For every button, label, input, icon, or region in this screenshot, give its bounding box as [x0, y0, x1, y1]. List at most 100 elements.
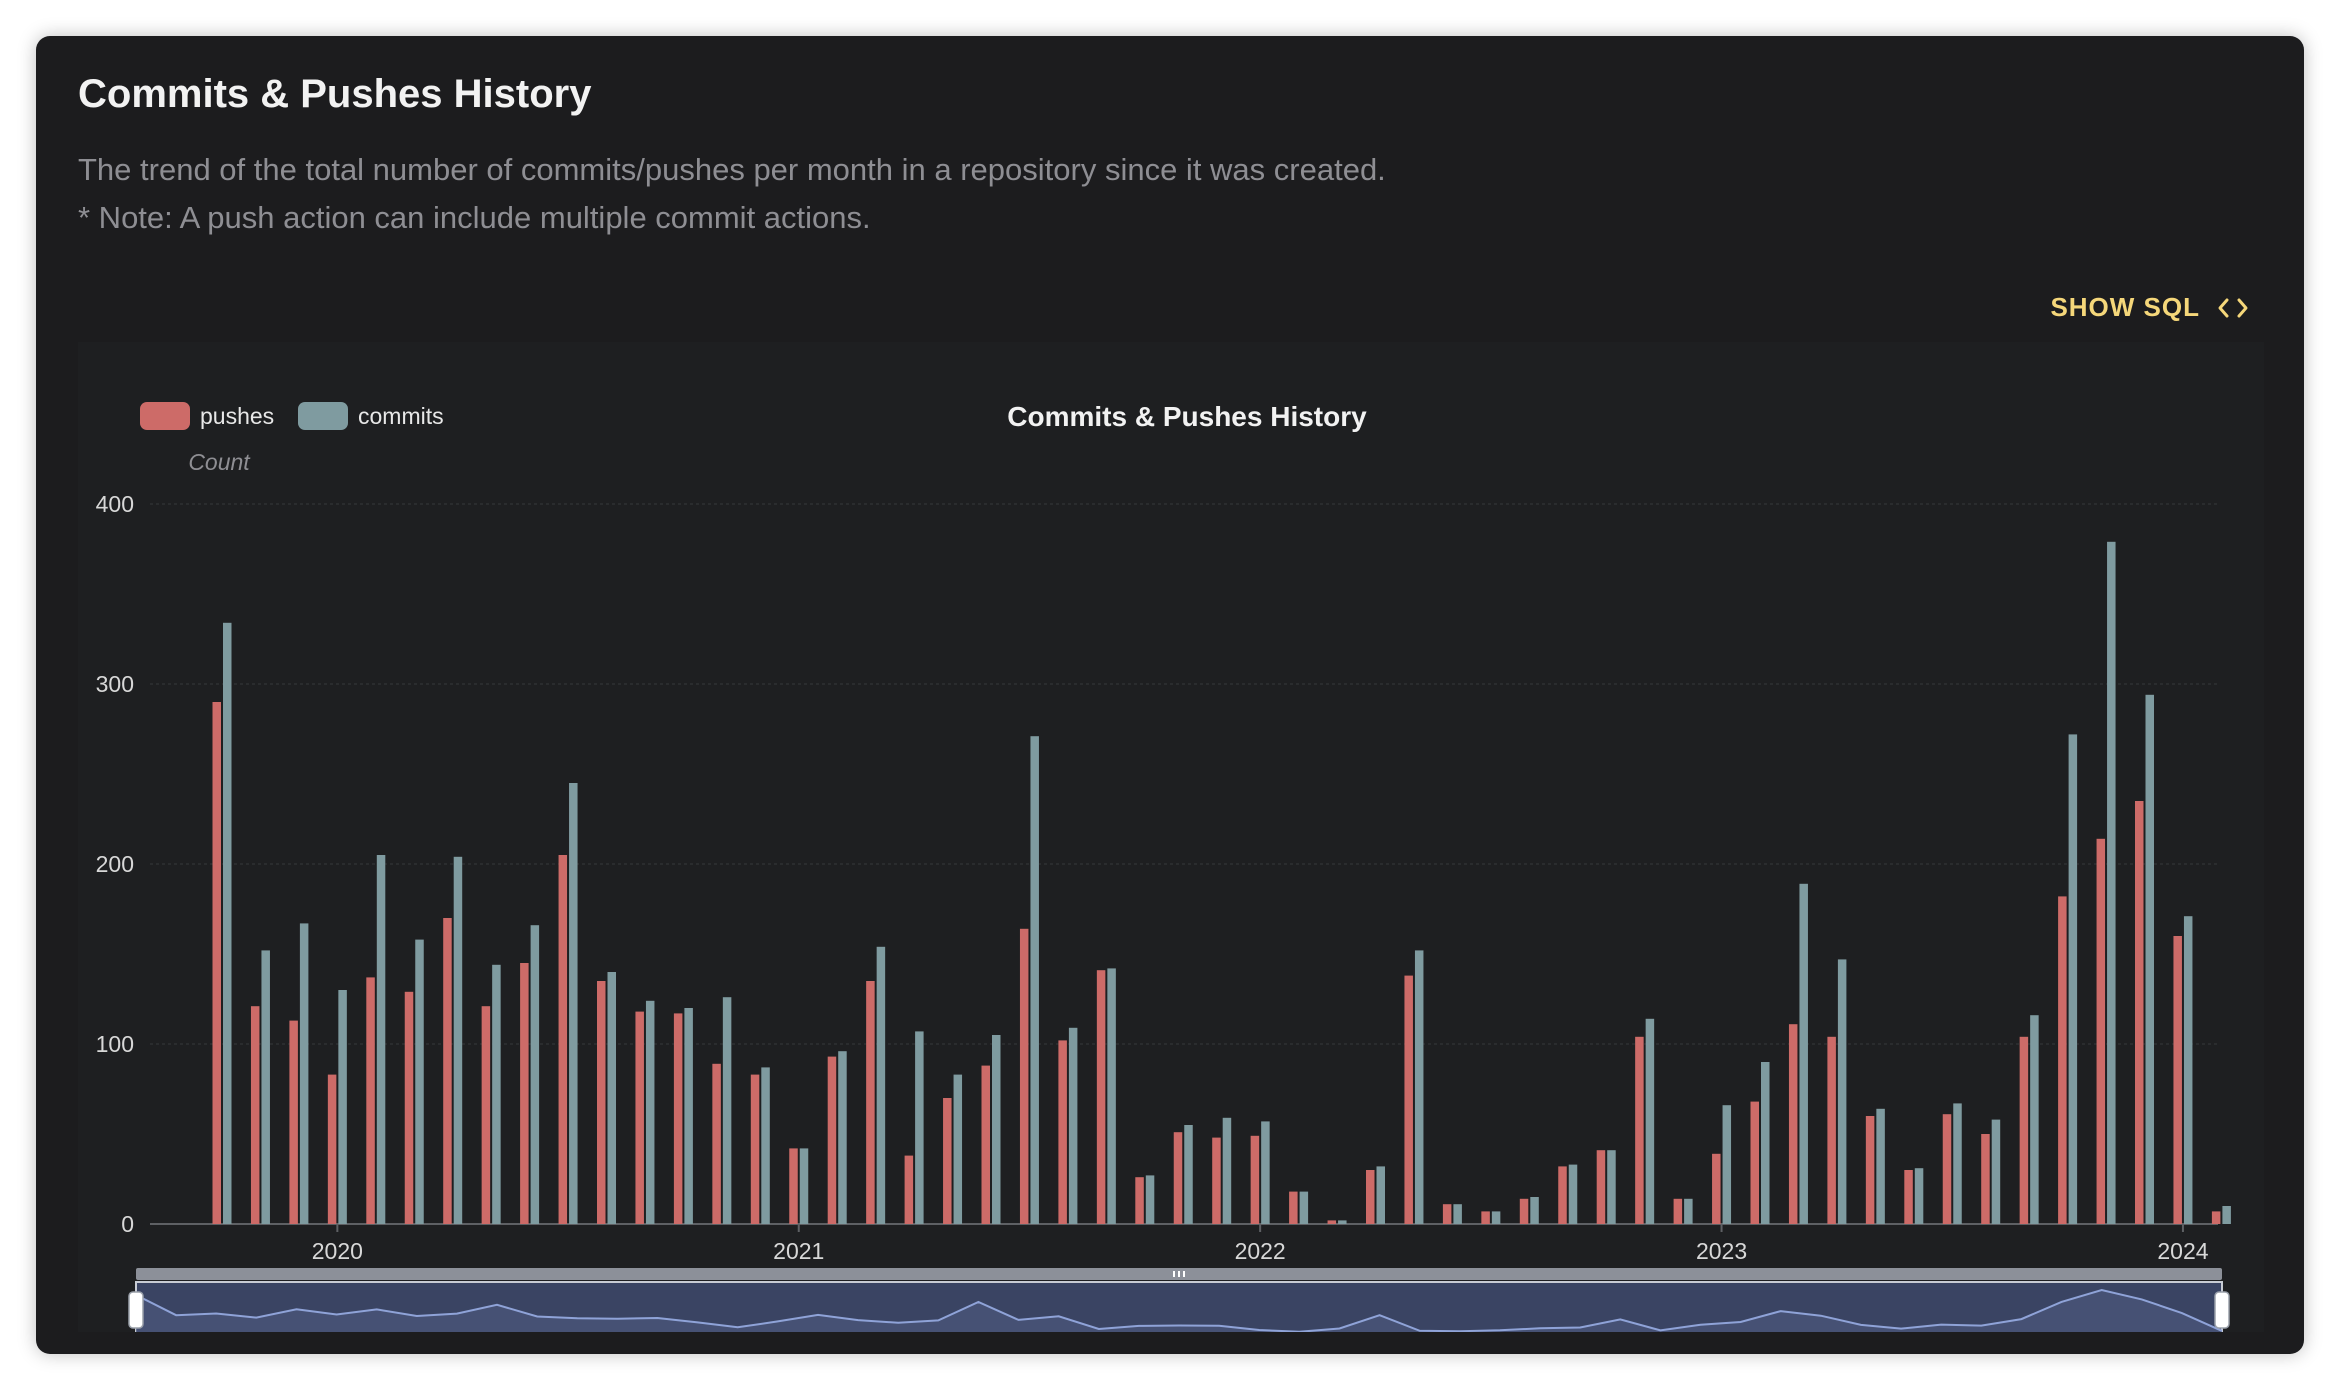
- bar-commits: [876, 946, 886, 1224]
- bar-pushes: [750, 1074, 760, 1224]
- bar-commits: [261, 950, 270, 1224]
- bar-pushes: [635, 1011, 644, 1224]
- bar-pushes: [1442, 1204, 1452, 1224]
- y-tick-label: 400: [96, 491, 134, 517]
- y-tick-label: 0: [121, 1211, 134, 1237]
- bar-commits: [953, 1074, 963, 1224]
- bar-pushes: [1596, 1150, 1606, 1224]
- bar-pushes: [1019, 928, 1029, 1224]
- bars: [212, 541, 2231, 1224]
- bar-pushes: [1481, 1211, 1490, 1224]
- bar-commits: [1030, 736, 1039, 1224]
- bar-pushes: [1981, 1134, 1990, 1224]
- bar-commits: [1914, 1168, 1924, 1224]
- bar-commits: [338, 990, 347, 1224]
- bar-pushes: [1058, 1040, 1067, 1224]
- bar-pushes: [1635, 1036, 1644, 1224]
- show-sql-button[interactable]: SHOW SQL: [2050, 292, 2250, 323]
- bar-commits: [992, 1035, 1001, 1224]
- bar-commits: [761, 1067, 770, 1224]
- bar-commits: [223, 622, 232, 1224]
- bar-pushes: [1788, 1024, 1798, 1224]
- bar-commits: [1991, 1119, 2001, 1224]
- grid-lines: [150, 503, 2218, 1045]
- bar-commits: [1876, 1108, 1885, 1224]
- bar-pushes: [2211, 1211, 2221, 1224]
- bar-commits: [376, 855, 386, 1224]
- bar-pushes: [1558, 1166, 1567, 1224]
- bar-commits: [1761, 1062, 1770, 1224]
- chart-title: Commits & Pushes History: [1007, 401, 1367, 432]
- bar-pushes: [827, 1056, 837, 1224]
- bar-pushes: [327, 1074, 337, 1224]
- card-title: Commits & Pushes History: [78, 72, 592, 116]
- bar-commits: [1645, 1018, 1655, 1224]
- bar-pushes: [1750, 1101, 1759, 1224]
- legend-label-commits[interactable]: commits: [358, 403, 444, 429]
- bar-pushes: [981, 1065, 990, 1224]
- zoom-area: [136, 1290, 2222, 1332]
- bar-commits: [1107, 968, 1116, 1224]
- grip-line: [1178, 1271, 1180, 1277]
- bar-commits: [1338, 1220, 1347, 1224]
- bar-commits: [2183, 916, 2193, 1224]
- bar-pushes: [1289, 1191, 1298, 1224]
- y-tick-label: 200: [96, 851, 134, 877]
- bar-commits: [1414, 950, 1424, 1224]
- zoom-handle-right[interactable]: [2214, 1291, 2230, 1329]
- bar-commits: [645, 1000, 655, 1224]
- bar-pushes: [904, 1155, 914, 1224]
- grip-line: [1183, 1271, 1185, 1277]
- legend-swatch-commits: [298, 402, 348, 430]
- zoom-slider[interactable]: [128, 1268, 2230, 1332]
- grip-icon[interactable]: [1173, 1271, 1185, 1277]
- zoom-handle-left[interactable]: [128, 1291, 144, 1329]
- chart-svg: 0 100 200 300 400 2020 2021 2022 2023 2024 pushes…: [96, 401, 2231, 1332]
- bar-commits: [838, 1051, 847, 1224]
- bar-commits: [299, 923, 309, 1224]
- bar-pushes: [520, 963, 529, 1224]
- y-tick-label: 300: [96, 671, 134, 697]
- show-sql-label: SHOW SQL: [2050, 292, 2200, 322]
- legend: pushes commits: [140, 402, 444, 430]
- bar-pushes: [2058, 896, 2067, 1224]
- bar-pushes: [597, 981, 606, 1224]
- bar-pushes: [1212, 1137, 1221, 1224]
- bar-commits: [722, 997, 732, 1224]
- legend-label-pushes[interactable]: pushes: [200, 403, 274, 429]
- bar-commits: [799, 1148, 809, 1224]
- bar-commits: [569, 783, 578, 1224]
- bar-commits: [1953, 1103, 1962, 1224]
- bar-commits: [1568, 1164, 1578, 1224]
- description-line-2: * Note: A push action can include multip…: [78, 200, 871, 235]
- bar-commits: [1299, 1191, 1309, 1224]
- bar-pushes: [443, 918, 452, 1224]
- description-line-1: The trend of the total number of commits…: [78, 152, 1386, 187]
- bar-commits: [1145, 1175, 1155, 1224]
- bar-pushes: [558, 855, 568, 1224]
- bar-pushes: [404, 991, 414, 1224]
- bar-commits: [1607, 1150, 1616, 1224]
- bar-pushes: [2096, 838, 2106, 1224]
- bar-commits: [2068, 734, 2078, 1224]
- chart-area: 0 100 200 300 400 2020 2021 2022 2023 2024 pushes…: [78, 342, 2264, 1332]
- bar-pushes: [1327, 1220, 1337, 1224]
- code-brackets-icon: [2218, 298, 2248, 317]
- bar-pushes: [1250, 1135, 1260, 1224]
- bar-commits: [1184, 1125, 1193, 1224]
- bar-pushes: [1904, 1170, 1913, 1224]
- bar-pushes: [1673, 1198, 1683, 1224]
- bar-pushes: [1173, 1132, 1183, 1224]
- bar-commits: [1684, 1198, 1693, 1224]
- bar-commits: [1222, 1117, 1232, 1224]
- bar-commits: [1799, 883, 1808, 1224]
- bar-pushes: [481, 1006, 491, 1224]
- bar-pushes: [2173, 936, 2182, 1224]
- bar-commits: [1261, 1121, 1270, 1224]
- bar-commits: [684, 1008, 693, 1224]
- bar-commits: [530, 925, 540, 1224]
- bar-pushes: [1096, 970, 1106, 1224]
- grip-line: [1173, 1271, 1175, 1277]
- bar-pushes: [673, 1013, 683, 1224]
- bar-commits: [915, 1031, 924, 1224]
